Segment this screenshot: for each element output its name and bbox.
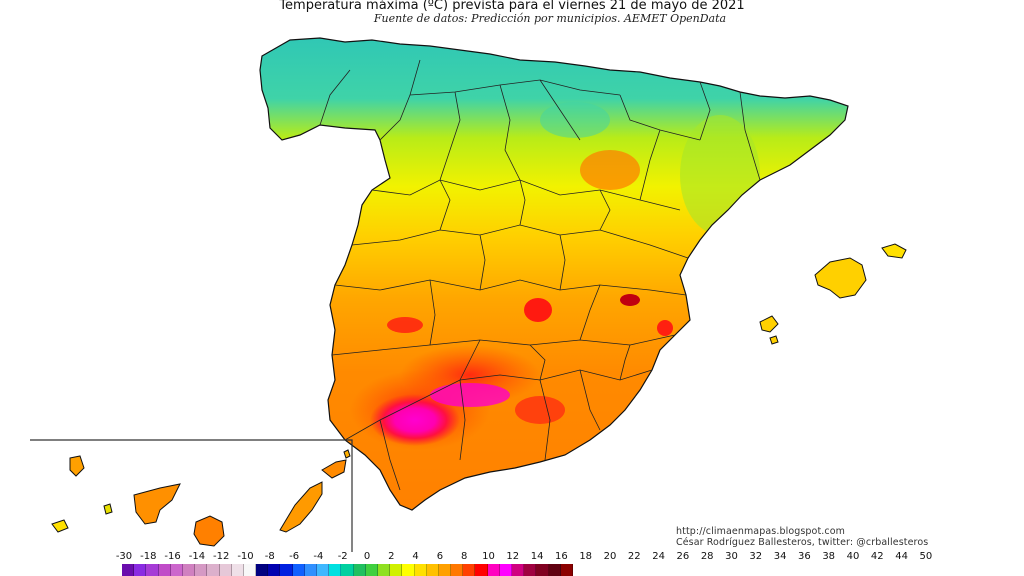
- legend-swatch: [402, 564, 415, 576]
- legend-swatch: [195, 564, 208, 576]
- legend-label: -8: [264, 551, 275, 562]
- legend-swatch: [219, 564, 232, 576]
- legend-swatch: [377, 564, 391, 576]
- legend-swatch: [329, 564, 342, 576]
- legend-label: -14: [188, 551, 206, 562]
- legend-swatch: [122, 564, 135, 576]
- map-title: Temperatura máxima (ºC) prevista para el…: [279, 0, 745, 13]
- legend-swatch: [207, 564, 220, 576]
- legend-label: 42: [870, 551, 884, 562]
- legend-swatch: [170, 564, 183, 576]
- province-borders: [319, 59, 761, 491]
- legend-label: -10: [237, 551, 254, 562]
- legend-swatch: [292, 564, 305, 576]
- legend-label: 50: [919, 551, 933, 562]
- legend-label: 2: [388, 551, 395, 562]
- legend-color-bar: [122, 564, 573, 576]
- legend-label: 34: [773, 551, 787, 562]
- legend-label: 32: [749, 551, 763, 562]
- legend-swatch: [256, 564, 269, 576]
- legend-label: 12: [506, 551, 520, 562]
- legend-labels: -30 -18 -16 -14 -12 -10 -8 -6 -4 -2 0 2 4 6 8 10 12 14 16 1…: [0, 551, 1024, 563]
- legend-label: 24: [652, 551, 665, 562]
- legend-label: -30: [115, 551, 133, 562]
- legend-label: 6: [436, 551, 444, 562]
- legend-label: -6: [289, 551, 300, 562]
- legend-swatch: [146, 564, 159, 576]
- legend-swatch: [536, 564, 549, 576]
- legend-label: -18: [140, 551, 157, 562]
- legend-label: -4: [313, 551, 324, 562]
- legend-swatch: [524, 564, 537, 576]
- legend-label: 8: [461, 551, 468, 562]
- legend-swatch: [231, 564, 244, 576]
- map-subtitle: Fuente de datos: Predicción por municipi…: [373, 12, 727, 25]
- legend-label: -12: [213, 551, 230, 562]
- legend-swatch: [317, 564, 330, 576]
- legend-label: 26: [676, 551, 690, 562]
- legend-swatch: [414, 564, 427, 576]
- legend-swatch: [280, 564, 293, 576]
- legend-label: 14: [530, 551, 544, 562]
- legend-label: 10: [482, 551, 495, 562]
- legend-swatch: [158, 564, 171, 576]
- legend-label: 44: [895, 551, 908, 562]
- legend-swatch: [134, 564, 147, 576]
- legend-label: 20: [603, 551, 617, 562]
- legend-swatch: [463, 564, 476, 576]
- legend-swatch: [390, 564, 403, 576]
- legend-swatch: [268, 564, 281, 576]
- legend-label: -2: [337, 551, 348, 562]
- legend-label: 28: [700, 551, 714, 562]
- legend-swatch: [182, 564, 196, 576]
- legend-label: -16: [164, 551, 181, 562]
- legend-swatch: [560, 564, 573, 576]
- author-credit: César Rodríguez Ballesteros, twitter: @c…: [676, 537, 929, 548]
- legend-label: 22: [627, 551, 641, 562]
- legend-label: 18: [579, 551, 593, 562]
- legend-label: 16: [555, 551, 568, 562]
- legend-label: 4: [412, 551, 419, 562]
- legend-label: 40: [846, 551, 860, 562]
- legend-label: 30: [725, 551, 738, 562]
- legend-swatch: [353, 564, 366, 576]
- legend-swatch: [548, 564, 561, 576]
- balearic-islands: [759, 243, 907, 345]
- legend-swatch: [487, 564, 500, 576]
- legend-swatch: [304, 564, 317, 576]
- peninsula-region: [260, 38, 848, 510]
- legend-label: 38: [822, 551, 836, 562]
- legend-swatch: [475, 564, 488, 576]
- legend-swatch: [451, 564, 464, 576]
- blog-link[interactable]: http://climaenmapas.blogspot.com: [676, 526, 845, 537]
- legend-swatch: [438, 564, 452, 576]
- legend-label: 36: [798, 551, 811, 562]
- legend-swatch: [426, 564, 439, 576]
- legend-swatch: [365, 564, 378, 576]
- legend-swatch: [243, 564, 257, 576]
- legend-swatch: [341, 564, 354, 576]
- legend-label: 0: [363, 551, 371, 562]
- legend-swatch: [499, 564, 512, 576]
- canary-islands-inset: [30, 439, 353, 552]
- legend-swatch: [512, 564, 525, 576]
